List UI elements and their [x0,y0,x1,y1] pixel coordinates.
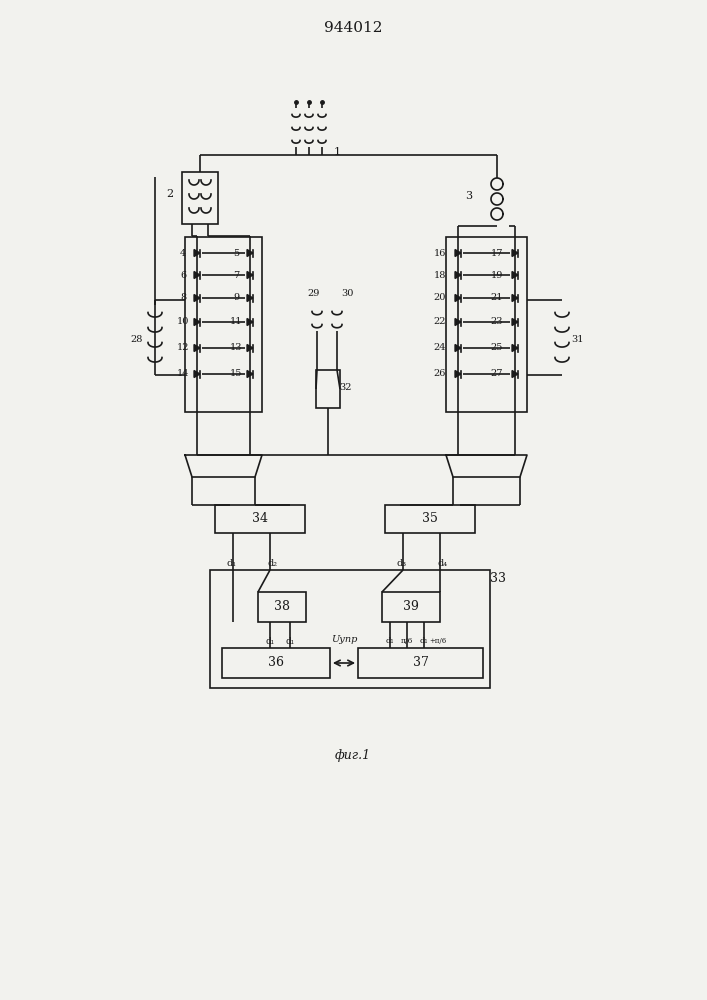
Polygon shape [247,249,253,256]
Text: d₄: d₄ [438,558,448,568]
Polygon shape [247,344,253,352]
Text: 23: 23 [491,318,503,326]
Text: 16: 16 [434,248,446,257]
Text: 34: 34 [252,512,268,526]
Text: 36: 36 [268,656,284,670]
Bar [210,570,490,688]
Bar [182,172,218,224]
Bar [446,237,527,412]
Polygon shape [194,294,200,302]
Bar [316,370,340,408]
Text: 32: 32 [340,383,352,392]
Polygon shape [247,370,253,377]
Text: d₁: d₁ [227,558,237,568]
Text: 7: 7 [233,270,239,279]
Text: 10: 10 [177,318,189,326]
Text: 1: 1 [334,147,341,157]
Polygon shape [455,249,461,256]
Text: 39: 39 [403,600,419,613]
Text: d₁: d₁ [386,637,395,645]
Text: d₁: d₁ [265,637,274,646]
Bar [358,648,483,678]
Text: 20: 20 [434,294,446,302]
Text: 22: 22 [434,318,446,326]
Polygon shape [194,370,200,377]
Text: 33: 33 [490,572,506,584]
Bar [185,237,262,412]
Text: d₂: d₂ [268,558,278,568]
Text: 30: 30 [341,288,354,298]
Text: 26: 26 [434,369,446,378]
Bar [258,592,306,622]
Polygon shape [194,271,200,278]
Text: 944012: 944012 [324,21,382,35]
Text: 18: 18 [434,270,446,279]
Polygon shape [512,318,518,326]
Text: 29: 29 [308,288,320,298]
Text: 24: 24 [434,344,446,353]
Text: 8: 8 [180,294,186,302]
Text: 4: 4 [180,248,186,257]
Text: фиг.1: фиг.1 [335,748,371,762]
Text: π/6: π/6 [401,637,413,645]
Text: 14: 14 [177,369,189,378]
Polygon shape [247,294,253,302]
Polygon shape [512,294,518,302]
Text: 28: 28 [131,336,144,344]
Bar [382,592,440,622]
Text: 38: 38 [274,600,290,613]
Polygon shape [247,318,253,326]
Text: 6: 6 [180,270,186,279]
Text: 19: 19 [491,270,503,279]
Text: 31: 31 [572,336,584,344]
Text: 13: 13 [230,344,243,353]
Text: 3: 3 [465,191,472,201]
Text: +π/6: +π/6 [429,637,447,645]
Text: 9: 9 [233,294,239,302]
Polygon shape [512,249,518,256]
Text: d₁: d₁ [420,637,428,645]
Polygon shape [455,344,461,352]
Text: 27: 27 [491,369,503,378]
Text: 17: 17 [491,248,503,257]
Text: d₁: d₁ [286,637,295,646]
Polygon shape [512,271,518,278]
Polygon shape [455,294,461,302]
Text: 35: 35 [422,512,438,526]
Polygon shape [455,370,461,377]
Text: 11: 11 [230,318,243,326]
Polygon shape [247,271,253,278]
Polygon shape [455,318,461,326]
Bar [385,505,475,533]
Text: 5: 5 [233,248,239,257]
Text: 2: 2 [166,189,173,199]
Polygon shape [194,249,200,256]
Polygon shape [455,271,461,278]
Text: 25: 25 [491,344,503,353]
Polygon shape [194,318,200,326]
Polygon shape [194,344,200,352]
Text: 15: 15 [230,369,243,378]
Text: Uупр: Uупр [331,636,357,645]
Bar [222,648,330,678]
Text: 37: 37 [413,656,428,670]
Text: 21: 21 [491,294,503,302]
Polygon shape [512,370,518,377]
Text: 12: 12 [177,344,189,353]
Polygon shape [512,344,518,352]
Bar [215,505,305,533]
Text: d₃: d₃ [397,558,407,568]
